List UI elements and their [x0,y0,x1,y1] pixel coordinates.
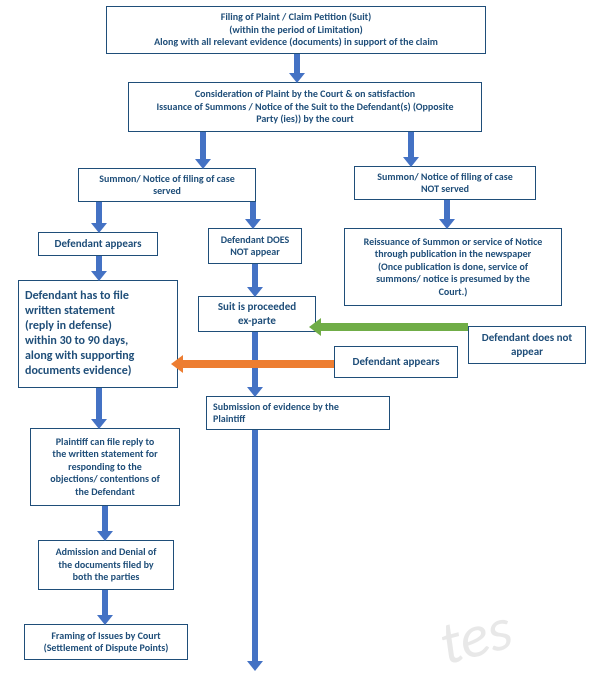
node-text-line: (Settlement of Dispute Points) [31,642,181,655]
node-submission-evidence: Submission of evidence by thePlaintiff [206,396,390,430]
arrow-down [250,202,256,220]
arrow-left [320,323,468,331]
node-text-line: Along with all relevant evidence (docume… [113,36,479,49]
node-text-line: Suit is proceeded [205,300,309,314]
node-text-line: along with supporting [25,349,171,364]
node-written-statement: Defendant has to filewritten statement(r… [18,280,178,388]
node-text-line: Defendant has to file [25,289,171,304]
node-text-line: served [85,185,249,198]
node-text-line: Defendant appears [45,237,151,251]
node-framing-issues: Framing of Issues by Court(Settlement of… [24,624,188,660]
node-consideration: Consideration of Plaint by the Court & o… [128,82,482,132]
arrow-down [96,256,102,272]
arrow-down [96,202,102,224]
node-text-line: both the parties [45,571,167,584]
node-notice-not-served: Summon/ Notice of filing of caseNOT serv… [354,166,536,200]
node-defendant-appears: Defendant appears [38,232,158,256]
node-text-line: the written statement for [37,448,173,461]
arrow-down [294,54,300,74]
node-text-line: Party (ies)) by the court [135,113,475,126]
node-text-line: documents evidence) [25,364,171,379]
node-text-line: Court.) [351,286,555,299]
arrow-down [252,264,258,288]
node-text-line: NOT appear [215,246,295,259]
arrow-left [182,360,334,368]
node-text-line: ex-parte [205,314,309,328]
arrow-down [102,590,108,616]
arrow-down [252,430,258,662]
arrow-down [96,388,102,420]
arrow-down [200,132,206,160]
node-text-line: Plaintiff [213,413,383,426]
node-text-line: through publication in the newspaper [351,248,555,261]
watermark-text: tes [432,592,520,681]
node-admission-denial: Admission and Denial ofthe documents fil… [38,540,174,590]
node-text-line: Admission and Denial of [45,546,167,559]
arrow-down [102,506,108,532]
node-notice-served: Summon/ Notice of filing of caseserved [78,168,256,202]
node-text-line: Filing of Plaint / Claim Petition (Suit) [113,11,479,24]
node-ex-parte: Suit is proceededex-parte [198,296,316,332]
node-text-line: Defendant does not [475,331,579,345]
node-defendant-not-appear: Defendant DOESNOT appear [208,228,302,264]
node-text-line: appear [475,345,579,359]
node-text-line: summons/ notice is presumed by the [351,273,555,286]
node-defendant-not-appear-2: Defendant does notappear [468,326,586,364]
node-text-line: objections/ contentions of [37,473,173,486]
node-reissuance: Reissuance of Summon or service of Notic… [344,228,562,306]
node-text-line: the Defendant [37,486,173,499]
arrow-down [408,132,414,158]
arrow-down [444,200,450,220]
node-text-line: within 30 to 90 days, [25,334,171,349]
node-text-line: NOT served [361,183,529,196]
node-text-line: (reply in defense) [25,319,171,334]
node-text-line: written statement [25,304,171,319]
node-text-line: Consideration of Plaint by the Court & o… [135,88,475,101]
node-defendant-appears-2: Defendant appears [334,346,458,378]
node-text-line: Defendant appears [341,355,451,369]
node-filing-plaint: Filing of Plaint / Claim Petition (Suit)… [106,6,486,54]
node-plaintiff-reply: Plaintiff can file reply tothe written s… [30,428,180,506]
